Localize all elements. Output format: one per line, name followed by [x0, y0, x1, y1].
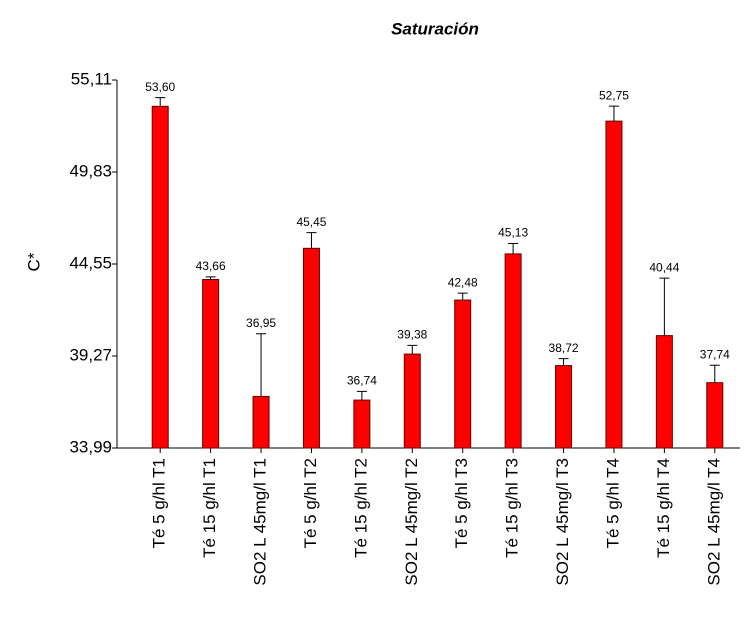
error-bar — [608, 105, 619, 122]
value-label: 37,74 — [700, 347, 730, 361]
bar — [555, 365, 573, 449]
value-label: 53,60 — [145, 80, 175, 94]
x-tick-label: SO2 L 45mg/l T1 — [251, 458, 270, 586]
bar — [202, 279, 220, 449]
x-tick-label: Té 5 g/hl T4 — [603, 458, 622, 548]
error-bar — [155, 97, 166, 107]
value-label: 38,72 — [549, 341, 579, 355]
x-tick-label: Té 5 g/hl T2 — [301, 458, 320, 548]
y-tick-label: 33,99 — [69, 437, 112, 456]
error-bar — [306, 232, 317, 249]
value-label: 40,44 — [649, 260, 679, 274]
value-label: 36,74 — [347, 374, 377, 388]
error-bar — [356, 390, 367, 401]
value-label: 36,95 — [246, 316, 276, 330]
bar — [706, 382, 724, 449]
bar — [252, 395, 270, 449]
error-bar — [256, 333, 267, 397]
x-tick-label: SO2 L 45mg/l T3 — [553, 458, 572, 586]
error-bar — [558, 358, 569, 366]
y-tick-label: 49,83 — [69, 161, 112, 180]
error-bar — [457, 292, 468, 301]
error-bar — [407, 344, 418, 355]
error-bar — [508, 242, 519, 254]
bar — [504, 253, 522, 449]
value-label: 45,45 — [296, 215, 326, 229]
y-axis-label: C* — [24, 252, 43, 271]
y-tick-label: 39,27 — [69, 345, 112, 364]
x-tick-label: SO2 L 45mg/l T2 — [402, 458, 421, 586]
bar — [151, 105, 169, 449]
value-label: 42,48 — [448, 275, 478, 289]
x-tick-label: Té 5 g/hl T1 — [150, 458, 169, 548]
x-tick-label: SO2 L 45mg/l T4 — [704, 458, 723, 586]
y-tick-label: 44,55 — [69, 253, 112, 272]
bar — [655, 335, 673, 449]
x-tick-label: Té 5 g/hl T3 — [452, 458, 471, 548]
x-tick-label: Té 15 g/hl T1 — [200, 458, 219, 558]
error-bar — [709, 364, 720, 383]
value-label: 45,13 — [498, 226, 528, 240]
x-tick-label: Té 15 g/hl T4 — [654, 458, 673, 558]
value-label: 43,66 — [196, 259, 226, 273]
x-tick-label: Té 15 g/hl T3 — [503, 458, 522, 558]
y-tick-label: 55,11 — [71, 69, 112, 88]
bar — [605, 120, 623, 449]
error-bar — [205, 276, 216, 280]
bar — [353, 399, 371, 449]
error-bar — [659, 277, 670, 336]
value-label: 52,75 — [599, 88, 629, 102]
value-label: 39,38 — [397, 328, 427, 342]
bar — [302, 247, 320, 449]
bar — [403, 353, 421, 449]
chart-title: Saturación — [391, 19, 479, 38]
bar — [454, 299, 472, 449]
x-tick-label: Té 15 g/hl T2 — [351, 458, 370, 558]
